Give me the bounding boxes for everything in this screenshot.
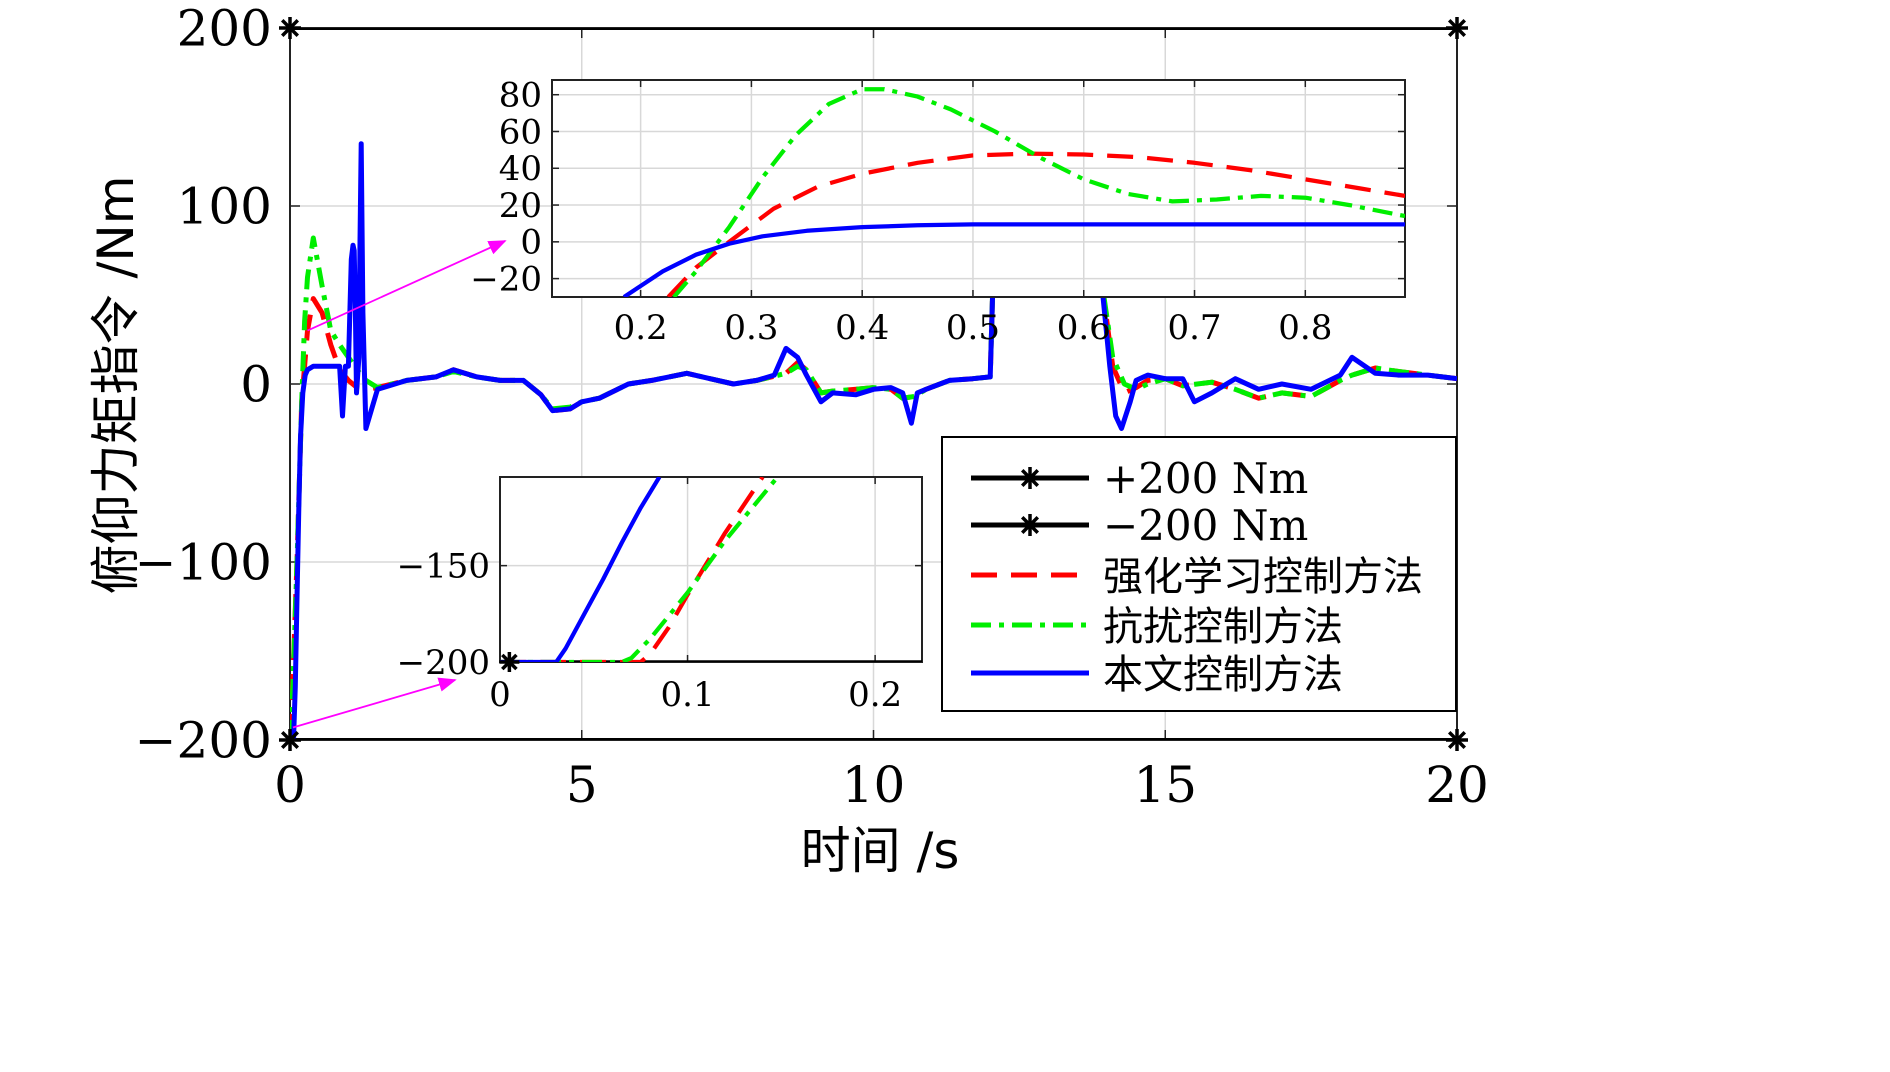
inset-bottom-series-line-1 bbox=[500, 477, 765, 662]
main-y-axis-title: 俯仰力矩指令 /Nm bbox=[87, 176, 145, 595]
main-x-tick-label: 10 bbox=[842, 756, 906, 814]
inset-top-y-tick-label: 60 bbox=[499, 112, 542, 152]
inset-top-plot-bg bbox=[552, 80, 1405, 297]
inset-bottom-axes: 0 0.1 0.2 −200 −150 bbox=[397, 476, 923, 715]
inset-bottom-plot-bg bbox=[500, 477, 922, 662]
inset-top-y-tick-label: 20 bbox=[499, 186, 542, 226]
inset-top-x-tick-label: 0.5 bbox=[946, 308, 1000, 348]
inset-bottom-series-group bbox=[500, 477, 922, 662]
inset-bottom-x-tick-label: 0 bbox=[489, 675, 511, 715]
main-y-tick-label: 0 bbox=[240, 356, 272, 414]
main-limit-marker bbox=[1446, 17, 1468, 39]
main-y-tick-label: 100 bbox=[177, 178, 272, 236]
inset-bottom-x-tick-label: 0.1 bbox=[661, 675, 715, 715]
zoom-arrow-top bbox=[307, 240, 507, 332]
legend-label-0: +200 Nm bbox=[1103, 454, 1308, 503]
inset-top-y-tick-label: 0 bbox=[520, 223, 542, 263]
legend-label-1: −200 Nm bbox=[1103, 501, 1308, 550]
inset-top-frame bbox=[551, 79, 1406, 298]
inset-top-series-line-1 bbox=[672, 87, 1405, 297]
legend-label-3: 抗扰控制方法 bbox=[1103, 604, 1343, 650]
main-limit-marker bbox=[279, 729, 301, 751]
main-limit-marker bbox=[1446, 729, 1468, 751]
inset-bottom-y-tick-label: −200 bbox=[397, 643, 490, 683]
inset-top-x-tick-label: 0.8 bbox=[1278, 308, 1332, 348]
main-series-group bbox=[290, 28, 1457, 740]
inset-top-y-tick-label: −20 bbox=[470, 260, 542, 300]
main-x-tick-label: 15 bbox=[1133, 756, 1197, 814]
inset-bottom-series-line-3 bbox=[500, 477, 662, 662]
main-series-line-4 bbox=[290, 141, 1457, 740]
inset-top-series-group bbox=[622, 87, 1405, 297]
inset-bottom-y-tick-label: −150 bbox=[397, 547, 490, 587]
inset-top-x-tick-label: 0.4 bbox=[835, 308, 889, 348]
inset-top-x-tick-label: 0.6 bbox=[1057, 308, 1111, 348]
inset-top-x-tick-label: 0.3 bbox=[724, 308, 778, 348]
inset-bottom-series-line-2 bbox=[500, 477, 780, 662]
legend-label-2: 强化学习控制方法 bbox=[1103, 554, 1423, 600]
inset-top-y-tick-label: 40 bbox=[499, 149, 542, 189]
main-x-tick-label: 5 bbox=[566, 756, 598, 814]
legend-star-0 bbox=[1019, 467, 1041, 489]
inset-top-y-tick-label: 80 bbox=[499, 76, 542, 116]
inset-bottom-x-tick-label: 0.2 bbox=[848, 675, 902, 715]
main-y-tick-label: −200 bbox=[135, 712, 272, 770]
inset-top-x-tick-label: 0.7 bbox=[1167, 308, 1221, 348]
main-y-tick-label: −100 bbox=[135, 534, 272, 592]
main-x-axis-title: 时间 /s bbox=[801, 822, 960, 880]
inset-top-series-line-2 bbox=[622, 222, 1405, 297]
inset-top-x-tick-label: 0.2 bbox=[614, 308, 668, 348]
main-limit-marker bbox=[279, 17, 301, 39]
main-y-tick-label: 200 bbox=[177, 0, 272, 58]
main-x-tick-label: 20 bbox=[1425, 756, 1489, 814]
main-x-tick-label: 0 bbox=[274, 756, 306, 814]
inset-bottom-limit-marker bbox=[499, 652, 520, 672]
inset-top-series-line-0 bbox=[666, 151, 1405, 297]
zoom-arrow-bottom bbox=[292, 677, 457, 729]
legend-star-1 bbox=[1019, 514, 1041, 536]
legend-label-4: 本文控制方法 bbox=[1103, 652, 1343, 698]
